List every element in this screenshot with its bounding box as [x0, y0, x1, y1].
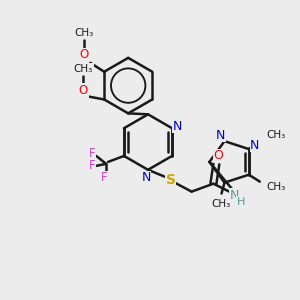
- Text: CH₃: CH₃: [267, 130, 286, 140]
- Text: H: H: [237, 196, 245, 206]
- Text: N: N: [172, 120, 182, 133]
- Text: CH₃: CH₃: [267, 182, 286, 192]
- Text: O: O: [213, 149, 223, 162]
- Text: O: O: [80, 48, 89, 62]
- Text: N: N: [230, 189, 239, 202]
- Text: F: F: [89, 159, 96, 172]
- Text: N: N: [216, 129, 225, 142]
- Text: N: N: [250, 139, 260, 152]
- Text: S: S: [166, 173, 176, 187]
- Text: CH₃: CH₃: [211, 200, 230, 209]
- Text: O: O: [79, 84, 88, 97]
- Text: N: N: [141, 171, 151, 184]
- Text: CH₃: CH₃: [75, 28, 94, 38]
- Text: F: F: [89, 148, 96, 160]
- Text: CH₃: CH₃: [74, 64, 93, 74]
- Text: F: F: [101, 171, 107, 184]
